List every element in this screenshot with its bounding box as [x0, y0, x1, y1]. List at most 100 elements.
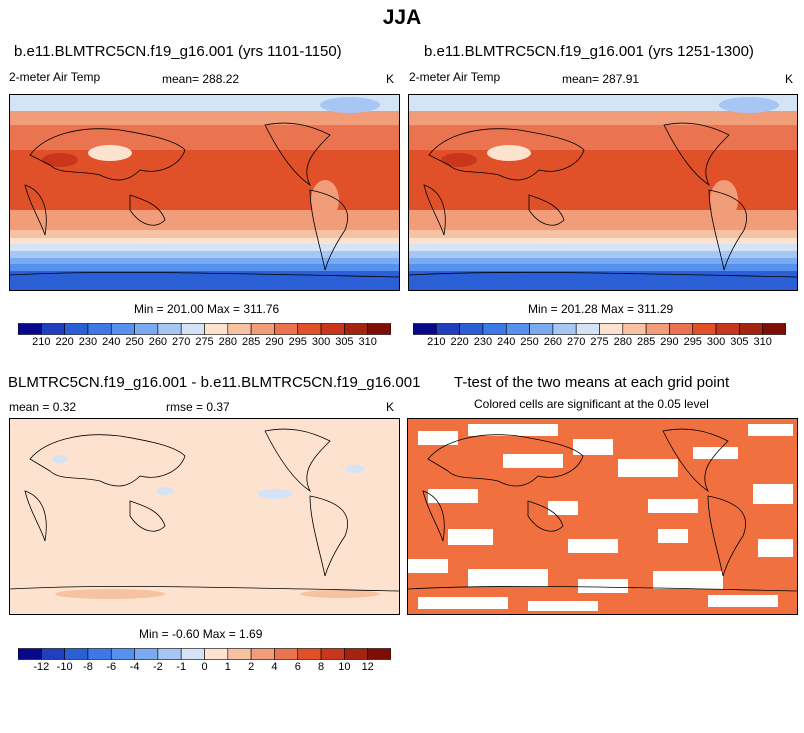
panel-b-map: [408, 94, 798, 291]
colorbar-swatch: [482, 323, 507, 335]
panel-c-mean: mean = 0.32: [9, 400, 77, 414]
colorbar-label: -2: [152, 661, 163, 673]
panel-a-minmax: Min = 201.00 Max = 311.76: [134, 302, 280, 316]
colorbar-label: 230: [78, 336, 98, 348]
colorbar-swatch: [320, 648, 345, 660]
colorbar-swatch: [344, 648, 368, 660]
figure-title: JJA: [382, 6, 422, 29]
colorbar-label: 275: [590, 336, 609, 348]
colorbar-swatch: [110, 648, 135, 660]
panel-c-title: BLMTRC5CN.f19_g16.001 - b.e11.BLMTRC5CN.…: [8, 374, 421, 391]
colorbar-swatch: [250, 323, 275, 335]
colorbar-c-labels: -12 -10 -8 -6 -4 -2 -1 0 1 2 4 6 8 10 12: [18, 661, 391, 675]
panel-a-variable: 2-meter Air Temp: [9, 70, 101, 84]
colorbar-label: -10: [56, 661, 73, 673]
colorbar-swatch: [64, 648, 89, 660]
colorbar-label: 290: [660, 336, 679, 348]
colorbar-label: -8: [83, 661, 93, 673]
colorbar-swatch: [41, 648, 65, 660]
colorbar-swatch: [344, 323, 368, 335]
colorbar-label: 280: [613, 336, 632, 348]
panel-b-variable: 2-meter Air Temp: [409, 70, 501, 84]
colorbar-swatch: [645, 323, 670, 335]
panel-a-map: [9, 94, 400, 291]
colorbar-swatch: [18, 323, 42, 335]
colorbar-label: 295: [683, 336, 702, 348]
colorbar-label: -1: [176, 661, 187, 673]
colorbar-label: 260: [148, 336, 168, 348]
colorbar-label: 270: [567, 336, 586, 348]
panel-b-title: b.e11.BLMTRC5CN.f19_g16.001 (yrs 1251-13…: [424, 43, 754, 60]
colorbar-label: 300: [706, 336, 726, 348]
colorbar-swatch: [436, 323, 460, 335]
colorbar-label: 305: [335, 336, 354, 348]
colorbar-swatch: [715, 323, 740, 335]
difference-map: [10, 419, 399, 614]
colorbar-label: 270: [172, 336, 191, 348]
colorbar-label: 210: [32, 336, 51, 348]
colorbar-swatch: [180, 648, 205, 660]
colorbar-swatch: [367, 323, 391, 335]
colorbar-swatch: [367, 648, 391, 660]
colorbar-label: 10: [338, 661, 351, 673]
colorbar-label: 250: [125, 336, 144, 348]
colorbar-swatch: [157, 648, 182, 660]
colorbar-label: 220: [450, 336, 469, 348]
colorbar-label: 285: [241, 336, 261, 348]
colorbar-label: 280: [218, 336, 237, 348]
colorbar-label: 300: [311, 336, 331, 348]
panel-b-units: K: [785, 72, 794, 86]
colorbar-label: 0: [201, 661, 208, 673]
colorbar-label: 295: [288, 336, 307, 348]
colorbar-label: 2: [248, 661, 255, 673]
colorbar-swatch: [297, 648, 322, 660]
colorbar-swatch: [599, 323, 624, 335]
panel-d-subtitle: Colored cells are significant at the 0.0…: [474, 397, 709, 411]
panel-b-minmax: Min = 201.28 Max = 311.29: [528, 302, 674, 316]
colorbar-swatch: [320, 323, 345, 335]
colorbar-swatch: [87, 648, 112, 660]
panel-a-units: K: [386, 72, 395, 86]
panel-d-map: [407, 418, 798, 615]
colorbar-c: [18, 648, 391, 660]
colorbar-label: 8: [318, 661, 325, 673]
panel-c-rmse: rmse = 0.37: [166, 400, 230, 414]
colorbar-swatch: [762, 323, 786, 335]
panel-a-title: b.e11.BLMTRC5CN.f19_g16.001 (yrs 1101-11…: [14, 43, 342, 60]
colorbar-swatch: [669, 323, 694, 335]
colorbar-swatch: [459, 323, 484, 335]
colorbar-label: 290: [265, 336, 284, 348]
colorbar-label: 210: [427, 336, 446, 348]
colorbar-swatch: [505, 323, 530, 335]
panel-c-units: K: [386, 400, 395, 414]
colorbar-label: -4: [129, 661, 140, 673]
temperature-map-b: [409, 95, 797, 290]
panel-d-title: T-test of the two means at each grid poi…: [454, 374, 730, 391]
colorbar-label: 230: [473, 336, 493, 348]
colorbar-swatch: [134, 648, 159, 660]
colorbar-swatch: [134, 323, 159, 335]
colorbar-swatch: [157, 323, 182, 335]
colorbar-label: 310: [753, 336, 772, 348]
colorbar-swatch: [739, 323, 763, 335]
colorbar-label: 6: [294, 661, 301, 673]
colorbar-label: 260: [543, 336, 563, 348]
colorbar-swatch: [204, 648, 229, 660]
colorbar-label: 240: [497, 336, 516, 348]
colorbar-label: 220: [55, 336, 74, 348]
colorbar-label: 285: [636, 336, 656, 348]
colorbar-swatch: [692, 323, 717, 335]
colorbar-label: 1: [224, 661, 231, 673]
colorbar-swatch: [274, 648, 299, 660]
colorbar-swatch: [41, 323, 65, 335]
colorbar-label: 275: [195, 336, 214, 348]
colorbar-label: 4: [271, 661, 278, 673]
colorbar-label: 305: [730, 336, 749, 348]
colorbar-label: 310: [358, 336, 377, 348]
colorbar-swatch: [529, 323, 554, 335]
panel-c-minmax: Min = -0.60 Max = 1.69: [139, 627, 263, 641]
colorbar-swatch: [204, 323, 229, 335]
colorbar-swatch: [297, 323, 322, 335]
panel-c-map: [9, 418, 400, 615]
colorbar-label: 240: [102, 336, 121, 348]
